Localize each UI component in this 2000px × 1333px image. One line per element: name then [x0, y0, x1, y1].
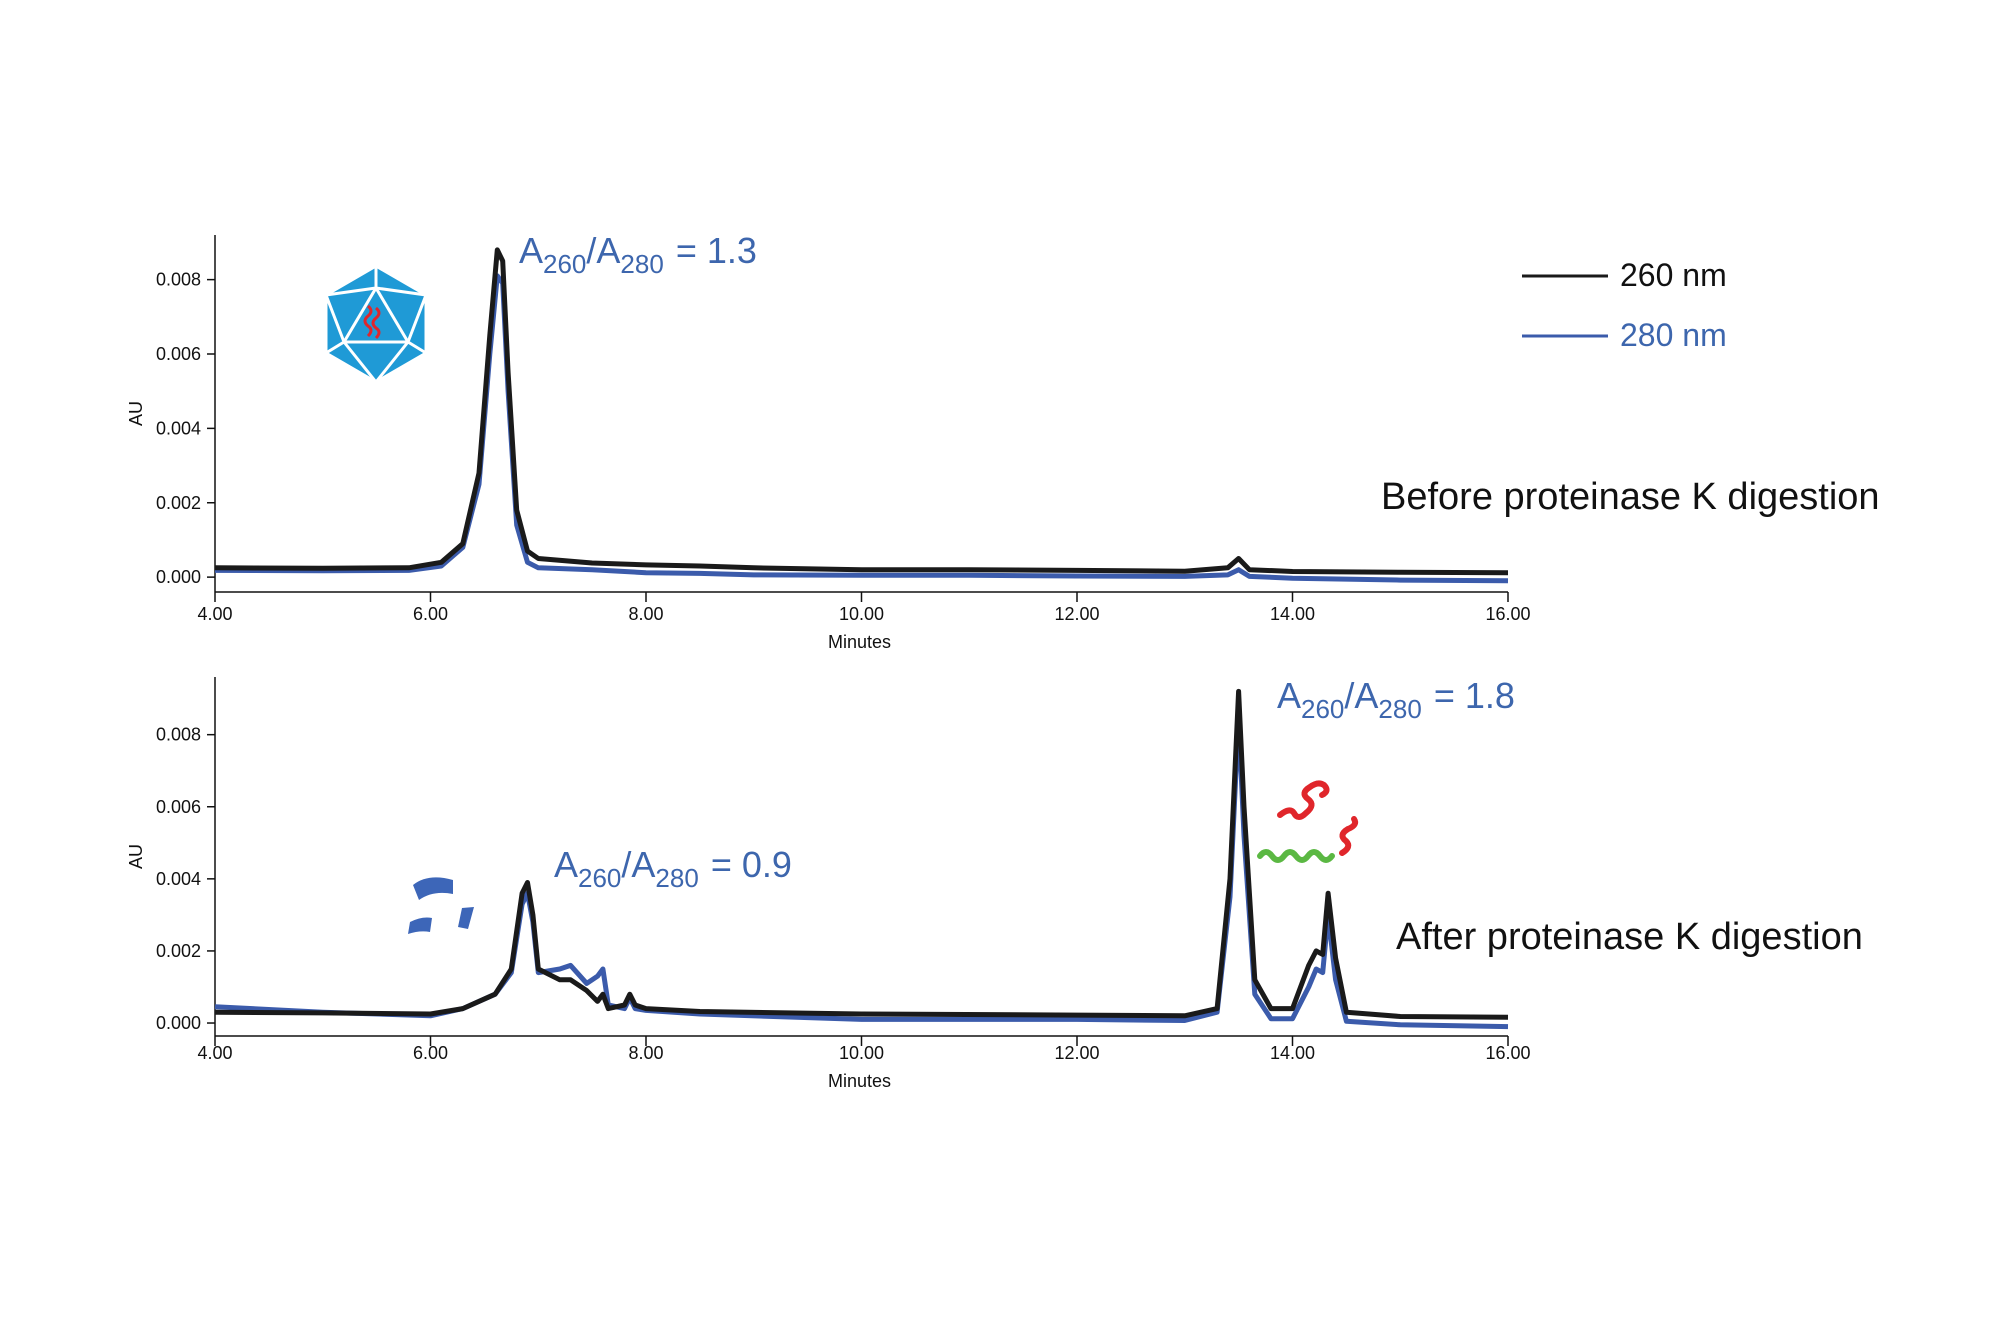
ratio-part: /A	[621, 844, 655, 885]
series-line	[214, 688, 1509, 1020]
y-tick-label: 0.008	[156, 725, 201, 745]
ratio-part: 280	[1378, 694, 1421, 724]
x-axis-title: Minutes	[828, 632, 891, 652]
ratio-part: = 0.9	[711, 844, 792, 885]
y-tick-label: 0.002	[156, 941, 201, 961]
series-line	[214, 714, 1509, 1030]
y-axis-title: AU	[126, 401, 146, 426]
x-tick-label: 6.00	[413, 604, 448, 624]
ratio-part: 260	[578, 863, 621, 893]
ratio-part: 280	[620, 249, 663, 279]
y-tick-label: 0.004	[156, 418, 201, 438]
ratio-annotation: A260/A280 = 1.3	[519, 230, 757, 279]
ratio-part: = 1.8	[1434, 675, 1515, 716]
x-tick-label: 8.00	[628, 1043, 663, 1063]
x-tick-label: 4.00	[197, 604, 232, 624]
virus-icon	[324, 264, 428, 384]
ratio-part: A	[519, 230, 543, 271]
y-tick-label: 0.000	[156, 1013, 201, 1033]
y-tick-label: 0.008	[156, 270, 201, 290]
x-tick-label: 14.00	[1270, 1043, 1315, 1063]
x-tick-label: 10.00	[839, 1043, 884, 1063]
x-tick-label: 6.00	[413, 1043, 448, 1063]
ratio-part: A	[554, 844, 578, 885]
ratio-annotation: A260/A280 = 0.9	[554, 844, 792, 893]
ratio-part: 260	[1301, 694, 1344, 724]
x-tick-label: 14.00	[1270, 604, 1315, 624]
y-tick-label: 0.006	[156, 797, 201, 817]
rna-icons	[1257, 780, 1359, 863]
x-tick-label: 16.00	[1485, 604, 1530, 624]
x-tick-label: 16.00	[1485, 1043, 1530, 1063]
y-tick-label: 0.004	[156, 869, 201, 889]
y-axis-title: AU	[126, 844, 146, 869]
x-tick-label: 12.00	[1054, 1043, 1099, 1063]
y-tick-label: 0.002	[156, 493, 201, 513]
ratio-part: /A	[586, 230, 620, 271]
legend-label: 280 nm	[1620, 317, 1727, 353]
legend-label: 260 nm	[1620, 257, 1727, 293]
ratio-part: = 1.3	[676, 230, 757, 271]
panel-label: After proteinase K digestion	[1396, 916, 1863, 958]
x-tick-label: 4.00	[197, 1043, 232, 1063]
x-tick-label: 10.00	[839, 604, 884, 624]
protein-fragments-icon	[408, 877, 474, 934]
ratio-part: A	[1277, 675, 1301, 716]
y-tick-label: 0.006	[156, 344, 201, 364]
panel-label: Before proteinase K digestion	[1381, 476, 1880, 518]
x-tick-label: 12.00	[1054, 604, 1099, 624]
ratio-part: 280	[655, 863, 698, 893]
series-line	[214, 247, 1509, 576]
ratio-part: /A	[1344, 675, 1378, 716]
ratio-part: 260	[543, 249, 586, 279]
x-tick-label: 8.00	[628, 604, 663, 624]
ratio-annotation: A260/A280 = 1.8	[1277, 675, 1515, 724]
y-tick-label: 0.000	[156, 567, 201, 587]
x-axis-title: Minutes	[828, 1071, 891, 1091]
